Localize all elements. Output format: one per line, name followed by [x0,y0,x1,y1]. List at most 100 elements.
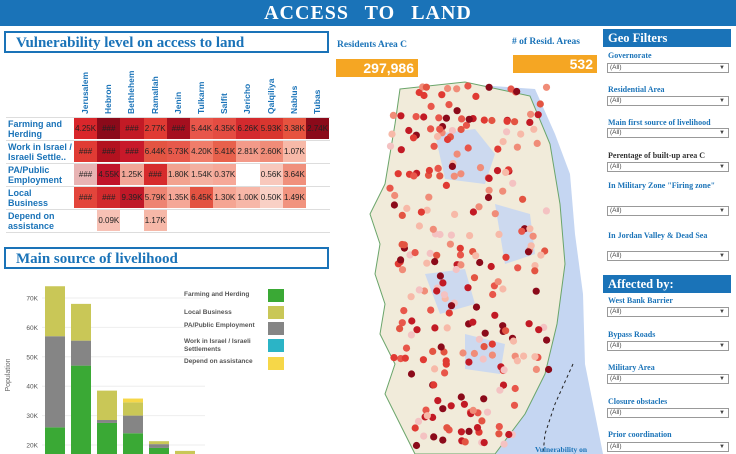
filter-dropdown[interactable]: (All) ▼ [607,96,729,106]
heatmap-cell[interactable] [236,163,259,185]
heatmap-cell[interactable]: 4.25K [74,117,98,139]
residential-area-dot[interactable] [389,111,397,119]
heatmap-cell[interactable]: 5.93K [259,117,283,139]
residential-area-dot[interactable] [530,125,538,133]
heatmap-cell[interactable]: 1.30K [213,186,237,208]
residential-area-dot[interactable] [407,293,415,301]
residential-area-dot[interactable] [456,244,464,252]
residential-area-dot[interactable] [460,400,468,408]
residential-area-dot[interactable] [446,240,454,248]
residential-area-dot[interactable] [447,302,456,310]
residential-area-dot[interactable] [524,248,533,256]
residential-area-dot[interactable] [536,100,544,108]
residential-area-dot[interactable] [476,258,484,267]
residential-area-dot[interactable] [410,172,418,180]
residential-area-dot[interactable] [394,170,402,178]
residential-area-dot[interactable] [495,430,503,438]
residential-area-dot[interactable] [458,115,466,123]
heatmap-cell[interactable]: ### [74,140,98,162]
heatmap-cell[interactable]: 5.79K [143,186,167,208]
heatmap-cell[interactable]: 1.54K [190,163,214,185]
residential-area-dot[interactable] [535,326,543,334]
residential-area-dot[interactable] [457,170,465,178]
residential-area-dot[interactable] [543,336,551,344]
heatmap-cell[interactable]: 2.81K [236,140,260,162]
residential-area-dot[interactable] [469,208,477,216]
residential-area-dot[interactable] [510,401,519,409]
heatmap-cell[interactable]: 6.44K [143,140,167,162]
residential-area-dot[interactable] [433,251,441,259]
residential-area-dot[interactable] [398,211,406,219]
residential-area-dot[interactable] [425,193,433,201]
residential-area-dot[interactable] [427,125,435,133]
residential-area-dot[interactable] [505,430,513,439]
residential-area-dot[interactable] [429,225,437,233]
residential-area-dot[interactable] [533,139,541,147]
residential-area-dot[interactable] [443,424,451,432]
residential-area-dot[interactable] [488,116,496,125]
residential-area-dot[interactable] [444,84,452,93]
residential-area-dot[interactable] [431,258,439,266]
heatmap-cell[interactable]: ### [97,140,121,162]
residential-area-dot[interactable] [485,174,493,182]
residential-area-dot[interactable] [518,227,526,235]
residential-area-dot[interactable] [511,384,519,393]
heatmap-cell[interactable]: 2.60K [259,140,283,162]
residential-area-dot[interactable] [488,340,496,348]
residential-area-dot[interactable] [500,440,508,448]
residential-area-dot[interactable] [517,130,525,138]
residential-area-dot[interactable] [415,286,423,294]
residential-area-dot[interactable] [493,167,502,175]
heatmap-cell[interactable]: 6.45K [190,186,214,208]
residential-area-dot[interactable] [529,232,537,240]
filter-dropdown[interactable]: (All) ▼ [607,341,729,351]
residential-area-dot[interactable] [473,424,482,432]
west-bank-map[interactable] [345,74,603,454]
residential-area-dot[interactable] [537,251,545,259]
residential-area-dot[interactable] [495,230,503,238]
heatmap-cell[interactable]: 3.38K [282,117,306,139]
residential-area-dot[interactable] [526,225,534,233]
residential-area-dot[interactable] [415,222,423,230]
heatmap-cell[interactable]: 4.20K [190,140,214,162]
heatmap-cell[interactable]: 3.64K [282,163,306,185]
residential-area-dot[interactable] [434,397,442,405]
heatmap-cell[interactable]: ### [74,163,98,185]
residential-area-dot[interactable] [420,432,428,440]
residential-area-dot[interactable] [511,118,519,126]
residential-area-dot[interactable] [525,320,533,328]
residential-area-dot[interactable] [431,365,439,373]
residential-area-dot[interactable] [396,325,404,333]
residential-area-dot[interactable] [457,393,465,401]
heatmap-cell[interactable]: ### [143,163,167,185]
residential-area-dot[interactable] [391,191,399,200]
residential-area-dot[interactable] [487,262,495,271]
residential-area-dot[interactable] [465,427,473,435]
residential-area-dot[interactable] [445,309,453,317]
filter-dropdown[interactable]: (All) ▼ [607,408,729,418]
residential-area-dot[interactable] [443,324,451,332]
residential-area-dot[interactable] [470,274,479,282]
residential-area-dot[interactable] [466,232,474,240]
residential-area-dot[interactable] [447,402,455,410]
heatmap-cell[interactable]: 1.49K [282,186,306,208]
residential-area-dot[interactable] [448,127,456,135]
heatmap-cell[interactable] [306,140,329,162]
residential-area-dot[interactable] [398,240,406,249]
heatmap-cell[interactable]: 1.17K [143,209,167,231]
residential-area-dot[interactable] [420,113,428,121]
residential-area-dot[interactable] [475,203,483,211]
residential-area-dot[interactable] [499,285,507,293]
residential-area-dot[interactable] [414,417,423,425]
residential-area-dot[interactable] [456,251,465,259]
residential-area-dot[interactable] [436,230,444,239]
residential-area-dot[interactable] [509,179,517,187]
residential-area-dot[interactable] [499,138,507,146]
residential-area-dot[interactable] [388,130,396,138]
heatmap-cell[interactable] [283,209,306,231]
heatmap-cell[interactable] [190,209,213,231]
residential-area-dot[interactable] [390,201,398,209]
residential-area-dot[interactable] [439,279,447,287]
residential-area-dot[interactable] [453,107,461,115]
filter-dropdown[interactable]: (All) ▼ [607,162,729,172]
